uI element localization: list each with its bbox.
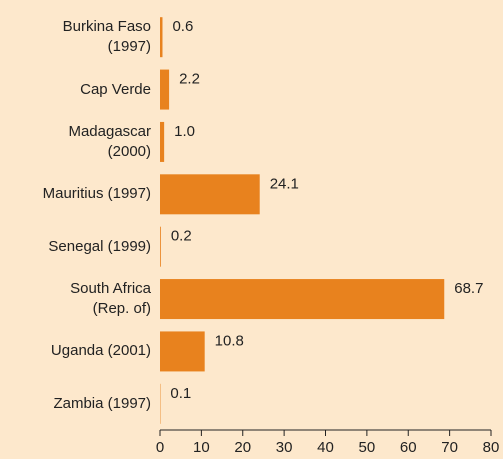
bar	[160, 121, 165, 162]
y-tick-label: Burkina Faso (1997)	[62, 18, 151, 56]
x-tick-label: 30	[276, 439, 293, 456]
value-label: 1.0	[174, 123, 195, 140]
y-tick-label: Zambia (1997)	[53, 394, 151, 412]
value-label: 0.2	[171, 228, 192, 245]
value-label: 2.2	[179, 71, 200, 88]
y-tick-label: Mauritius (1997)	[42, 185, 151, 203]
bar	[160, 331, 205, 372]
bar	[160, 17, 163, 58]
x-tick-label: 10	[193, 439, 210, 456]
x-tick-label: 20	[234, 439, 251, 456]
x-tick-label: 0	[156, 439, 164, 456]
value-label: 24.1	[270, 175, 299, 192]
y-tick-label: Cap Verde	[80, 80, 151, 98]
value-label: 0.6	[172, 18, 193, 35]
x-tick-label: 70	[441, 439, 458, 456]
y-tick-label: South Africa (Rep. of)	[70, 280, 151, 318]
y-tick-label: Uganda (2001)	[50, 342, 151, 360]
bar	[160, 226, 161, 267]
value-label: 0.1	[170, 385, 191, 402]
x-tick-label: 40	[317, 439, 334, 456]
value-label: 10.8	[215, 332, 244, 349]
bar	[160, 69, 170, 110]
y-tick-label: Madagascar (2000)	[68, 122, 151, 160]
x-tick-label: 50	[359, 439, 376, 456]
y-tick-label: Senegal (1999)	[48, 237, 151, 255]
value-label: 68.7	[454, 280, 483, 297]
x-tick-label: 80	[483, 439, 500, 456]
bar	[160, 279, 445, 320]
x-tick-label: 60	[400, 439, 417, 456]
bar	[160, 174, 260, 215]
